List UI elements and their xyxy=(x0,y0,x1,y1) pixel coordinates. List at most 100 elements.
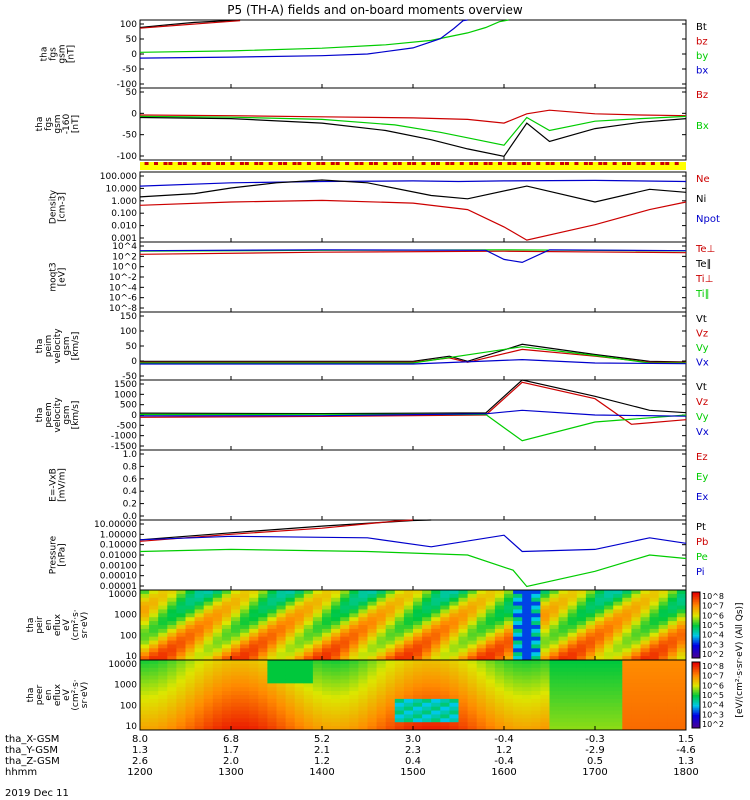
heatmap-cell xyxy=(312,617,323,622)
heatmap-cell xyxy=(176,656,186,661)
heatmap-cell xyxy=(376,640,387,645)
heatmap-cell xyxy=(667,695,678,700)
heatmap-cell xyxy=(567,617,578,622)
heatmap-cell xyxy=(476,698,487,704)
heatmap-cell xyxy=(176,601,186,607)
heatmap-cell xyxy=(340,640,350,645)
heatmap-cell xyxy=(158,605,168,610)
x-axis-value: 2.0 xyxy=(223,756,239,767)
colorbar-step xyxy=(692,620,700,623)
heatmap-cell xyxy=(367,710,378,715)
heatmap-cell xyxy=(522,625,532,630)
y-tick-label: 0 xyxy=(131,109,137,119)
series-line-pi xyxy=(139,534,687,553)
heatmap-cell xyxy=(349,718,359,723)
heatmap-cell xyxy=(658,632,669,638)
x-axis-row-label: tha_Z-GSM xyxy=(5,756,60,767)
series-line-vy xyxy=(140,346,686,364)
heatmap-cell xyxy=(549,597,560,603)
heatmap-cell xyxy=(249,590,259,595)
heatmap-cell xyxy=(340,683,350,688)
heatmap-cell xyxy=(358,617,368,622)
heatmap-cell xyxy=(631,660,641,665)
heatmap-cell xyxy=(576,691,587,696)
heatmap-cell xyxy=(458,605,469,610)
heatmap-cell xyxy=(276,621,287,626)
status-bar-segment xyxy=(359,162,364,165)
heatmap-cell xyxy=(658,644,669,649)
heatmap-cell xyxy=(294,597,305,603)
y-tick-label: 10^-6 xyxy=(109,294,137,304)
x-axis-value: 1.5 xyxy=(678,734,694,745)
heatmap-cell xyxy=(585,648,596,653)
heatmap-cell xyxy=(176,628,186,634)
y-tick-label: 0 xyxy=(131,411,137,421)
heatmap-cell xyxy=(595,679,605,684)
heatmap-cell xyxy=(585,663,596,669)
colorbar-tick-bottom: 10^5 xyxy=(702,691,724,700)
heatmap-cell xyxy=(258,710,268,715)
heatmap-cell xyxy=(431,605,441,610)
heatmap-cell xyxy=(231,726,241,731)
heatmap-cell xyxy=(458,714,469,719)
heatmap-cell xyxy=(676,722,687,727)
heatmap-cell xyxy=(458,590,469,595)
heatmap-cell xyxy=(422,625,432,630)
colorbar-step xyxy=(692,634,700,638)
heatmap-cell xyxy=(476,679,487,684)
series-line-pt xyxy=(139,519,432,541)
heatmap-cell xyxy=(294,695,305,700)
heatmap-cell xyxy=(485,714,496,719)
heatmap-cell xyxy=(285,714,296,719)
heatmap-cell xyxy=(531,590,541,595)
heatmap-cell xyxy=(540,601,550,607)
heatmap-cell xyxy=(585,722,596,727)
heatmap-cell xyxy=(158,663,168,669)
heatmap-cell xyxy=(403,702,414,708)
heatmap-cell xyxy=(413,644,423,649)
legend-entry: Vt xyxy=(696,382,707,393)
heatmap-cell xyxy=(494,648,505,653)
heatmap-cell xyxy=(631,691,641,696)
colorbar-step xyxy=(692,639,700,642)
heatmap-cell xyxy=(504,679,514,684)
heatmap-cell xyxy=(194,667,205,673)
heatmap-cell xyxy=(576,613,587,618)
y-tick-label: 10000 xyxy=(108,660,137,670)
heatmap-cell xyxy=(185,695,196,700)
heatmap-cell xyxy=(294,601,305,607)
heatmap-cell xyxy=(613,628,623,634)
heatmap-cell xyxy=(149,726,159,731)
y-axis-label: fgs xyxy=(49,47,59,61)
heatmap-cell xyxy=(449,679,459,684)
heatmap-cell xyxy=(376,632,387,638)
heatmap-cell xyxy=(385,667,396,673)
heatmap-cell xyxy=(640,636,651,642)
heatmap-cell xyxy=(303,698,314,704)
heatmap-cell xyxy=(522,679,532,684)
heatmap-cell xyxy=(349,625,359,630)
heatmap-cell xyxy=(394,679,405,684)
colorbar-step xyxy=(692,711,700,714)
heatmap-cell xyxy=(504,644,514,649)
heatmap-cell xyxy=(676,597,687,603)
heatmap-cell xyxy=(585,613,596,618)
heatmap-cell xyxy=(367,679,378,684)
heatmap-cell xyxy=(449,609,459,614)
heatmap-cell xyxy=(385,590,396,595)
heatmap-cell xyxy=(349,726,359,731)
heatmap-cell xyxy=(249,691,259,696)
heatmap-cell xyxy=(476,722,487,727)
heatmap-cell xyxy=(285,691,296,696)
heatmap-cell xyxy=(322,656,332,661)
heatmap-cell xyxy=(394,601,405,607)
heatmap-cell xyxy=(467,698,478,704)
heatmap-cell xyxy=(185,597,196,603)
heatmap-cell xyxy=(285,679,296,684)
heatmap-cell xyxy=(604,617,614,622)
heatmap-cell xyxy=(440,671,450,677)
heatmap-cell xyxy=(604,605,614,610)
heatmap-cell xyxy=(249,644,259,649)
heatmap-cell xyxy=(221,667,232,673)
heatmap-cell xyxy=(458,667,469,673)
